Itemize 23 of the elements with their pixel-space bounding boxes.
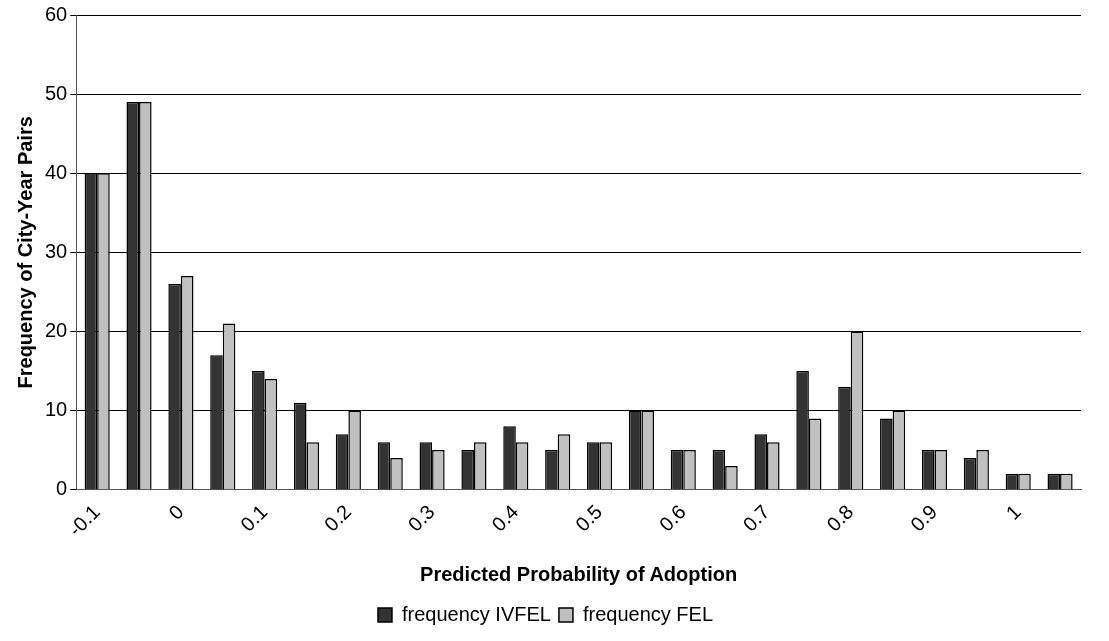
x-tick-label: 0.5: [571, 500, 607, 536]
y-tick-label: 30: [45, 239, 68, 262]
x-tick-label: 0.3: [403, 500, 439, 536]
legend-label: frequency IVFEL: [401, 602, 551, 625]
x-tick-label: 0.1: [236, 500, 272, 536]
x-tick-label: 1: [1001, 500, 1025, 524]
x-tick-label: 0.2: [319, 500, 356, 536]
legend-label: frequency FEL: [582, 602, 714, 625]
y-tick-label: 60: [45, 2, 68, 25]
x-tick-label: -0.1: [63, 500, 104, 541]
y-tick-label: 0: [56, 477, 68, 500]
y-tick-label: 20: [45, 318, 68, 341]
x-tick-label: 0.4: [487, 500, 523, 536]
y-tick-label: 50: [45, 81, 68, 104]
x-tick-label: 0.9: [905, 500, 942, 536]
x-axis-title: Predicted Probability of Adoption: [420, 562, 738, 585]
x-tick-label: 0.8: [822, 500, 858, 536]
y-tick-label: 10: [45, 398, 68, 421]
x-tick-label: 0.7: [738, 500, 774, 536]
y-axis-title: Frequency of City-Year Pairs: [13, 116, 36, 389]
y-tick-label: 40: [45, 160, 68, 183]
x-tick-label: 0: [164, 500, 188, 524]
x-tick-label: 0.6: [654, 500, 691, 536]
